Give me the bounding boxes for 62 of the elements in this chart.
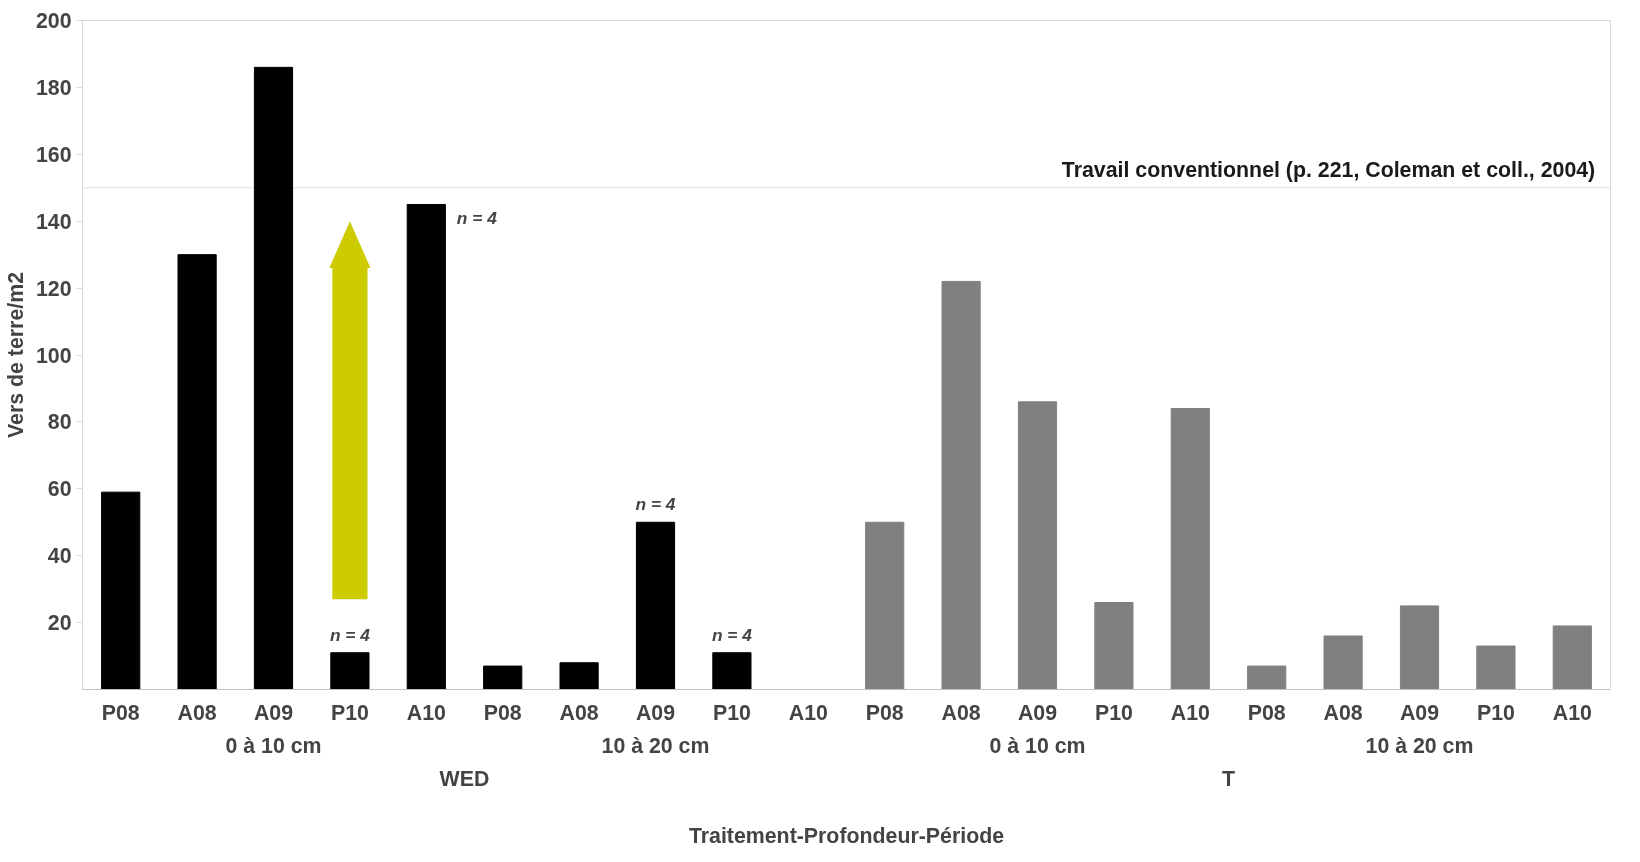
bar [1170, 408, 1210, 690]
x-tick-label: A09 [635, 700, 676, 725]
bar [177, 254, 217, 690]
annotation: n = 4 [329, 624, 371, 645]
text: 10 à 20 cm [601, 733, 710, 758]
y-tick-label: 20 [47, 611, 72, 636]
x-tick-label: A08 [941, 700, 981, 725]
bar [1247, 665, 1287, 690]
x-tick-label: A10 [1170, 700, 1210, 725]
bar [253, 66, 294, 690]
bar [1323, 635, 1363, 690]
x-tick-label: A10 [788, 700, 828, 725]
text: WED [439, 766, 490, 791]
x-tick-label: A10 [406, 700, 446, 725]
x-tick-label: P10 [330, 700, 369, 725]
bar [1017, 401, 1058, 690]
y-tick-label: 160 [35, 142, 72, 167]
y-tick-label: 200 [35, 9, 72, 33]
bar [1476, 645, 1516, 690]
x-tick-label: P10 [1476, 700, 1515, 725]
bar [559, 662, 599, 690]
x-tick-label: A08 [559, 700, 599, 725]
ref-line-label: Travail conventionnel (p. 221, Coleman et coll., 2004) [1061, 157, 1596, 182]
y-tick-label: 80 [47, 410, 72, 435]
y-tick-label: 140 [35, 209, 72, 234]
x-tick-label: P10 [1094, 700, 1133, 725]
bar [483, 665, 523, 690]
annotation: n = 4 [456, 208, 498, 229]
bar [101, 491, 141, 690]
y-tick-label: 60 [47, 477, 72, 502]
annotation: n = 4 [711, 624, 753, 645]
y-tick-label: 120 [35, 276, 72, 301]
bar [1399, 605, 1440, 690]
x-tick-label: A09 [1399, 700, 1440, 725]
x-tick-label: A09 [1017, 700, 1058, 725]
bar [406, 203, 446, 690]
bar [865, 521, 905, 690]
bar [712, 652, 752, 690]
y-tick-label: 100 [35, 343, 72, 368]
x-tick-label: P08 [483, 700, 522, 725]
x-tick-label: A08 [177, 700, 217, 725]
annotation: n = 4 [635, 494, 676, 515]
y-tick-label: 180 [35, 75, 72, 100]
x-axis-title: Traitement-Profondeur-Période [688, 823, 1005, 848]
text: T [1221, 766, 1236, 791]
text: 0 à 10 cm [225, 733, 322, 758]
bar [1552, 625, 1592, 690]
x-tick-label: P08 [865, 700, 904, 725]
x-tick-label: A08 [1323, 700, 1363, 725]
x-tick-label: P08 [1247, 700, 1286, 725]
text: 0 à 10 cm [989, 733, 1086, 758]
x-tick-label: A10 [1552, 700, 1592, 725]
bar [330, 652, 370, 690]
text: 10 à 20 cm [1365, 733, 1474, 758]
bar [635, 521, 676, 690]
bar [941, 280, 981, 690]
x-tick-label: A09 [253, 700, 294, 725]
y-tick-label: 40 [47, 544, 72, 569]
bar [1094, 602, 1134, 690]
y-axis-title: Vers de terre/m2 [3, 272, 28, 438]
x-tick-label: P10 [712, 700, 751, 725]
x-tick-label: P08 [101, 700, 140, 725]
